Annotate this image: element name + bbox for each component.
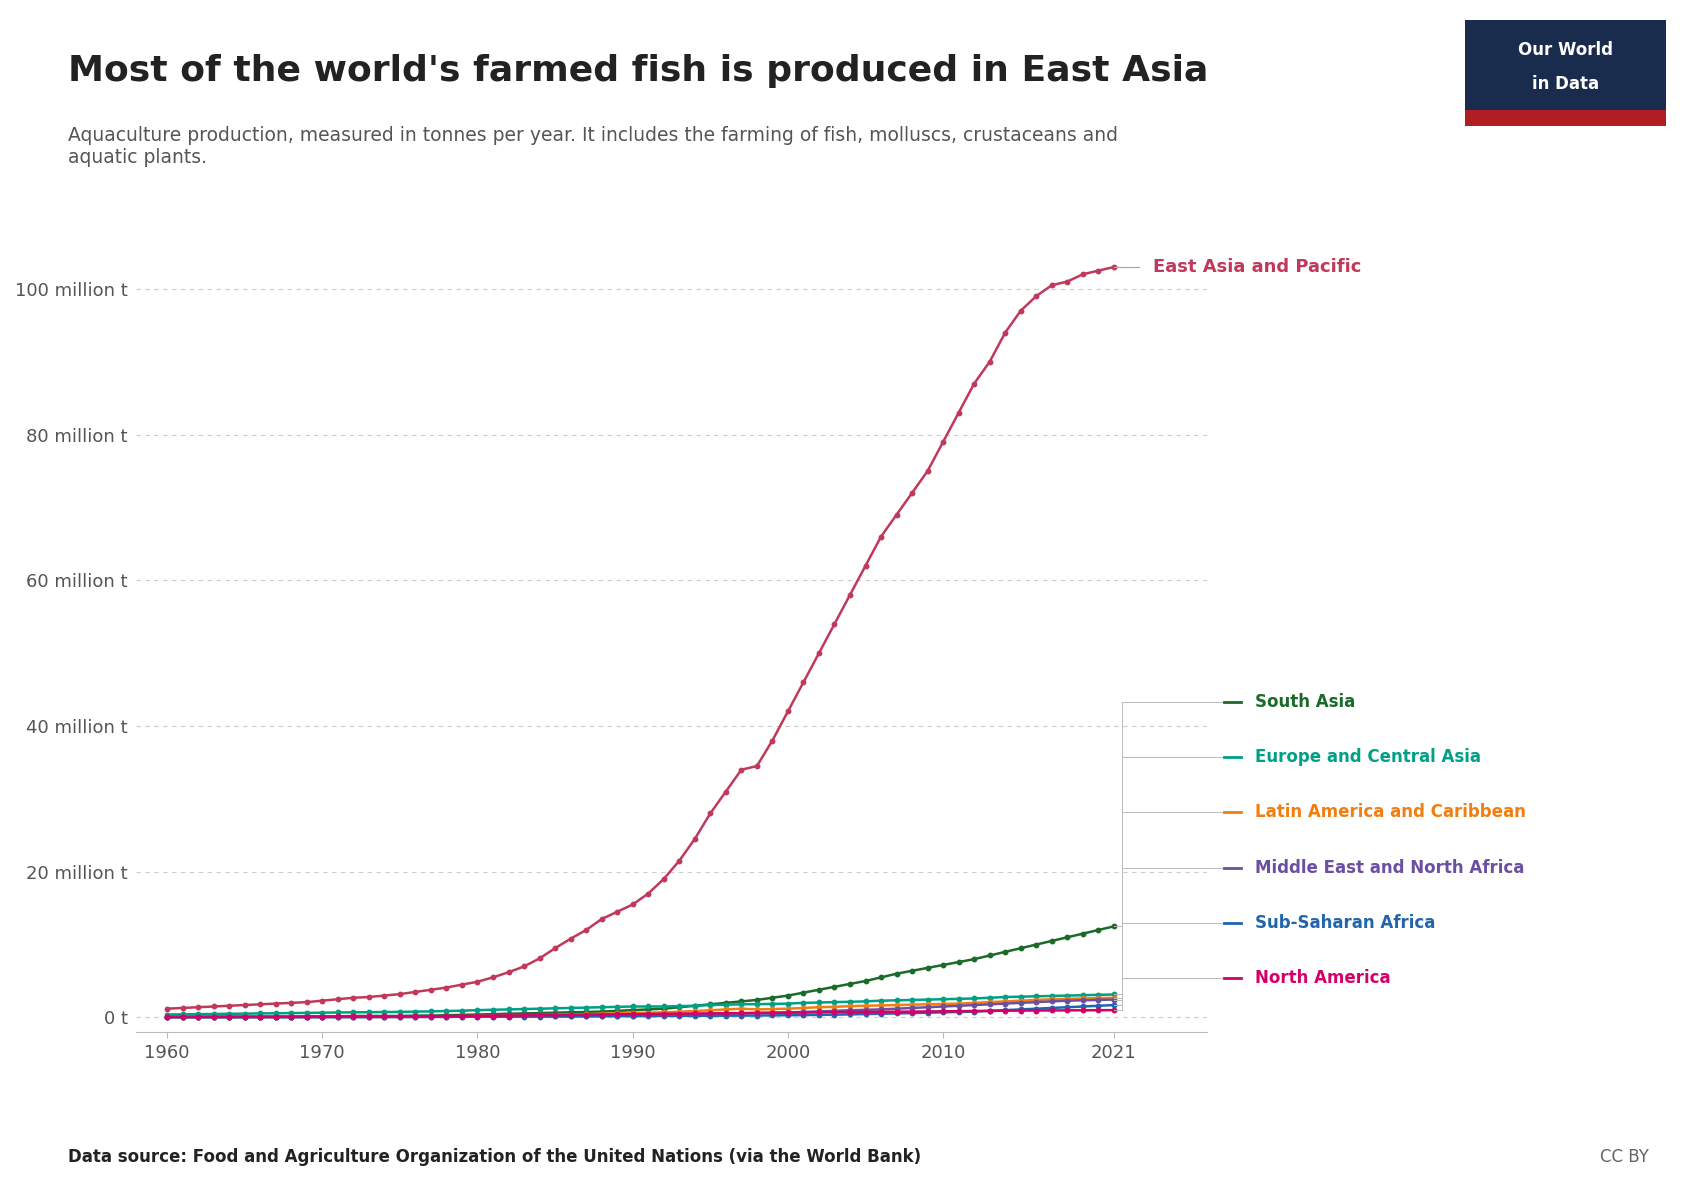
Text: Latin America and Caribbean: Latin America and Caribbean — [1255, 804, 1525, 821]
Text: Sub-Saharan Africa: Sub-Saharan Africa — [1255, 914, 1435, 931]
Text: Our World: Our World — [1518, 41, 1613, 59]
Text: Middle East and North Africa: Middle East and North Africa — [1255, 859, 1523, 876]
Text: Most of the world's farmed fish is produced in East Asia: Most of the world's farmed fish is produ… — [68, 54, 1209, 88]
Text: North America: North America — [1255, 970, 1391, 986]
Text: CC BY: CC BY — [1600, 1148, 1649, 1166]
Text: East Asia and Pacific: East Asia and Pacific — [1153, 258, 1362, 276]
Text: Aquaculture production, measured in tonnes per year. It includes the farming of : Aquaculture production, measured in tonn… — [68, 126, 1119, 167]
Text: South Asia: South Asia — [1255, 692, 1355, 710]
Text: in Data: in Data — [1532, 74, 1600, 92]
Text: Europe and Central Asia: Europe and Central Asia — [1255, 749, 1481, 766]
Text: Data source: Food and Agriculture Organization of the United Nations (via the Wo: Data source: Food and Agriculture Organi… — [68, 1148, 921, 1166]
